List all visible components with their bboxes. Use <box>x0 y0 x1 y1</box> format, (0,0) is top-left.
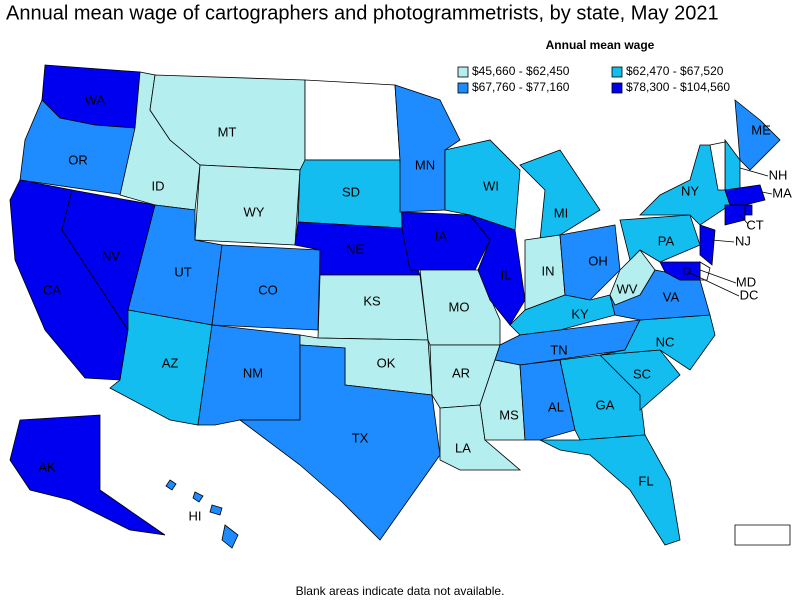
state-label: UT <box>174 264 191 279</box>
state <box>724 204 746 226</box>
state <box>519 149 601 241</box>
state-label: OR <box>68 152 88 167</box>
state-label: MS <box>499 407 519 422</box>
legend-label: $78,300 - $104,560 <box>626 80 730 94</box>
state-label: WI <box>483 178 499 193</box>
state <box>209 504 223 516</box>
state <box>599 314 716 371</box>
state <box>734 99 781 171</box>
state <box>539 434 681 546</box>
state-label: DC <box>740 287 759 302</box>
state-label: MN <box>415 157 435 172</box>
state-label: FL <box>638 473 653 488</box>
state-label: AZ <box>162 355 179 370</box>
state-label: KY <box>571 306 589 321</box>
state <box>724 138 741 191</box>
state-label: NC <box>656 334 675 349</box>
state-label: IL <box>501 267 512 282</box>
leader-line <box>739 167 769 177</box>
state <box>559 224 621 301</box>
legend-swatch <box>611 66 623 78</box>
legend-label: $62,470 - $67,520 <box>626 64 724 78</box>
state-label: AR <box>452 365 470 380</box>
leader-line <box>699 269 737 284</box>
state-label: GA <box>596 397 615 412</box>
legend-swatch <box>457 82 469 94</box>
state <box>238 344 441 541</box>
state-label: NJ <box>735 233 751 248</box>
state <box>734 524 791 546</box>
leader-lines <box>687 167 773 297</box>
leader-line <box>739 214 749 225</box>
state-label: MD <box>736 274 756 289</box>
state <box>659 261 701 281</box>
state-label: NY <box>681 183 699 198</box>
state <box>468 214 526 326</box>
state-label: NM <box>243 365 263 380</box>
state-label: SC <box>633 366 651 381</box>
legend-label: $67,760 - $77,160 <box>472 80 570 94</box>
state-label: AL <box>548 399 564 414</box>
state <box>683 267 691 275</box>
state-label: MI <box>554 205 568 220</box>
state-label: NE <box>346 241 364 256</box>
state <box>744 204 753 216</box>
state-label: WV <box>617 281 638 296</box>
state-label: LA <box>455 440 471 455</box>
leader-line <box>687 271 740 297</box>
state-label: SD <box>342 184 360 199</box>
state-label: WA <box>85 92 106 107</box>
state-label: NV <box>102 248 120 263</box>
state-label: CT <box>746 217 763 232</box>
state <box>699 224 716 266</box>
state-label: ID <box>152 178 165 193</box>
state-label: CA <box>43 282 61 297</box>
state-label: MT <box>218 124 237 139</box>
leader-line <box>711 239 735 243</box>
state-label: KS <box>363 293 381 308</box>
state <box>699 261 711 281</box>
state-label: CO <box>258 282 278 297</box>
state-label: NH <box>769 167 788 182</box>
state <box>724 184 766 206</box>
state-label: OH <box>588 253 608 268</box>
state-label: AK <box>38 459 56 474</box>
state-label: MO <box>449 299 470 314</box>
state-label: VA <box>663 289 680 304</box>
state-label: OK <box>377 355 396 370</box>
state-label: TN <box>550 342 567 357</box>
map-title: Annual mean wage of cartographers and ph… <box>6 2 719 24</box>
state-label: WY <box>244 204 265 219</box>
states <box>9 64 791 549</box>
legend-label: $45,660 - $62,450 <box>472 64 570 78</box>
legend-title: Annual mean wage <box>546 38 655 52</box>
state-label: PA <box>658 233 675 248</box>
legend-swatch <box>457 66 469 78</box>
footnote: Blank areas indicate data not available. <box>296 584 505 598</box>
state-label: HI <box>189 508 202 523</box>
state-label: TX <box>352 430 369 445</box>
state-label: MA <box>772 185 792 200</box>
state <box>192 491 204 503</box>
state <box>304 79 401 161</box>
state-label: IA <box>435 228 448 243</box>
state <box>165 479 177 491</box>
state <box>519 359 576 441</box>
state-label: ME <box>751 122 771 137</box>
state <box>9 414 166 536</box>
state <box>221 524 239 549</box>
state-label: IN <box>542 263 555 278</box>
leader-line <box>761 191 773 195</box>
legend-swatch <box>611 82 623 94</box>
